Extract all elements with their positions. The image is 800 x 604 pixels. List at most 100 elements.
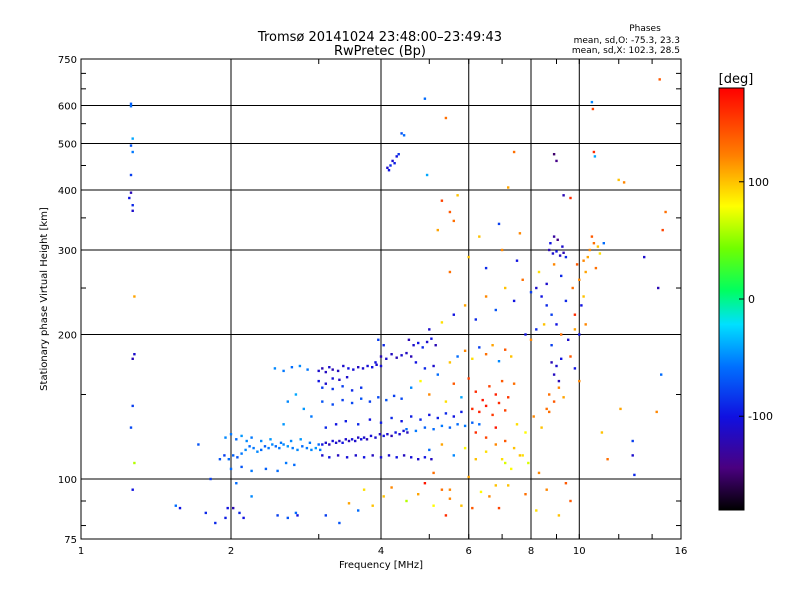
y-tick-label: 500 — [58, 140, 77, 151]
data-point — [573, 367, 577, 370]
data-point — [250, 436, 253, 439]
data-point — [555, 159, 558, 163]
data-point — [129, 426, 133, 429]
data-point — [240, 434, 243, 438]
data-point — [410, 355, 413, 358]
data-point — [405, 428, 408, 431]
data-point — [562, 194, 565, 197]
data-point — [321, 454, 324, 457]
data-point — [224, 436, 227, 439]
data-point — [386, 433, 389, 436]
data-point — [537, 270, 541, 274]
data-point — [500, 458, 504, 461]
data-point — [471, 506, 474, 510]
data-point — [131, 404, 134, 408]
data-point — [550, 313, 553, 316]
data-point — [133, 295, 136, 298]
data-point — [545, 304, 548, 307]
data-point — [474, 431, 477, 434]
data-point — [302, 407, 305, 411]
data-point — [550, 344, 553, 347]
data-point — [260, 439, 263, 443]
data-point — [129, 144, 133, 147]
data-point — [540, 295, 543, 298]
data-point — [448, 270, 452, 274]
data-point — [586, 255, 589, 259]
data-point — [347, 439, 351, 443]
data-point — [379, 421, 383, 424]
data-point — [573, 313, 577, 316]
data-point — [444, 412, 448, 415]
data-point — [497, 506, 501, 510]
data-point — [357, 366, 360, 369]
data-point — [448, 210, 452, 214]
data-point — [631, 454, 634, 457]
data-point — [460, 396, 463, 399]
data-point — [552, 235, 556, 238]
y-tick-label: 600 — [58, 102, 77, 113]
data-point — [244, 448, 247, 452]
y-tick-label: 400 — [58, 186, 77, 197]
data-point — [488, 385, 491, 388]
data-point — [331, 387, 334, 391]
data-point — [296, 448, 299, 452]
data-point — [567, 338, 570, 341]
data-point — [560, 357, 563, 360]
data-point — [310, 448, 313, 452]
data-point — [512, 446, 516, 450]
data-point — [400, 397, 403, 400]
data-point — [578, 379, 581, 383]
data-point — [324, 382, 327, 385]
data-point — [317, 369, 320, 373]
data-point — [397, 153, 400, 156]
data-point — [338, 439, 341, 443]
data-point — [456, 355, 459, 358]
data-point — [428, 413, 431, 417]
data-point — [664, 210, 667, 214]
data-point — [471, 407, 474, 411]
data-point — [405, 351, 408, 355]
data-point — [214, 521, 217, 525]
chart-subtitle: RwPretec (Bp) — [334, 44, 426, 59]
data-point — [410, 386, 413, 389]
data-point — [545, 282, 548, 286]
data-point — [448, 361, 452, 364]
phase-stat-o: mean, sd,O: -75.3, 23.3 — [574, 36, 680, 46]
data-point — [463, 349, 467, 352]
data-point — [657, 286, 660, 290]
data-point — [631, 439, 634, 443]
data-point — [432, 504, 435, 507]
data-point — [345, 456, 349, 459]
data-point — [633, 473, 636, 477]
data-point — [414, 429, 418, 433]
data-point — [248, 445, 251, 448]
data-point — [235, 438, 238, 441]
data-point — [390, 434, 393, 438]
data-point — [282, 443, 285, 446]
data-point — [131, 137, 134, 140]
data-point — [390, 486, 393, 489]
data-point — [402, 134, 406, 137]
data-point — [428, 393, 431, 396]
data-point — [419, 379, 422, 383]
data-point — [324, 514, 327, 517]
data-point — [598, 252, 602, 255]
data-points — [128, 78, 667, 525]
data-point — [371, 504, 374, 507]
data-point — [240, 465, 243, 469]
data-point — [463, 304, 467, 307]
data-point — [602, 242, 605, 245]
x-axis-label: Frequency [MHz] — [339, 560, 423, 571]
data-point — [347, 502, 351, 505]
data-point — [494, 484, 497, 487]
data-point — [512, 150, 516, 154]
data-point — [365, 438, 369, 441]
data-point — [391, 159, 394, 163]
data-point — [504, 461, 507, 465]
data-point — [606, 458, 609, 461]
data-point — [423, 426, 427, 429]
data-point — [298, 364, 302, 368]
grid-layer — [81, 59, 681, 539]
data-point — [484, 436, 488, 439]
data-point — [537, 471, 541, 475]
